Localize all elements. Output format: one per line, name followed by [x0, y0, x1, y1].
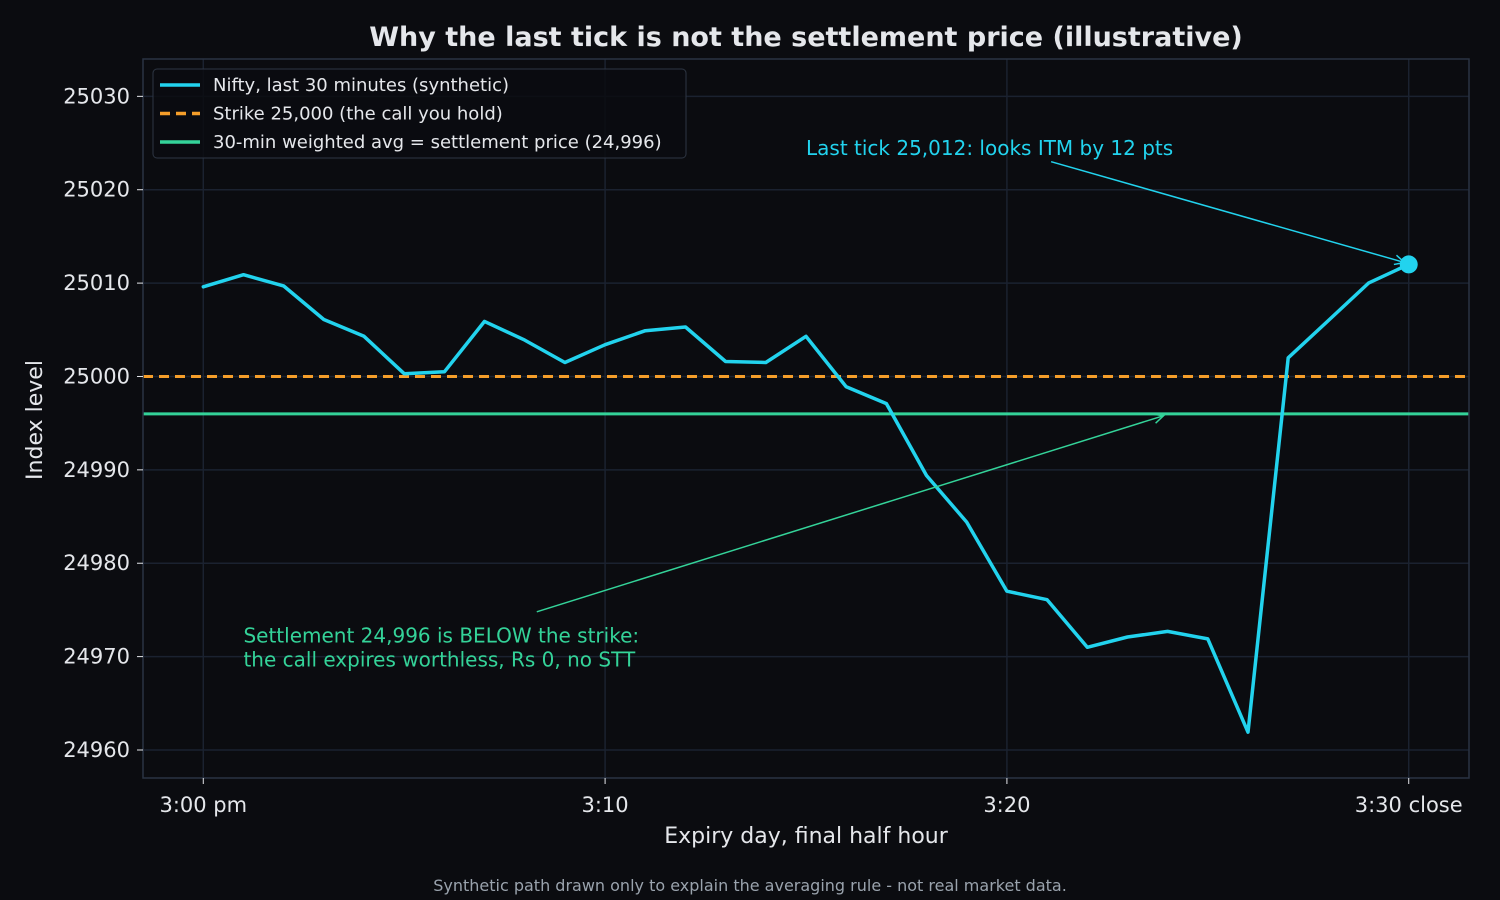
last-tick-annotation: Last tick 25,012: looks ITM by 12 pts [806, 136, 1173, 160]
x-tick-label: 3:30 close [1355, 793, 1463, 817]
series [201, 255, 1418, 734]
x-tick-label: 3:20 [983, 793, 1030, 817]
legend-label: 30-min weighted avg = settlement price (… [213, 132, 662, 153]
y-tick-label: 25010 [63, 271, 130, 295]
annotations: Last tick 25,012: looks ITM by 12 pts Set… [243, 136, 1407, 672]
grid [143, 59, 1469, 778]
x-tick-label: 3:10 [582, 793, 629, 817]
y-tick-label: 24980 [63, 551, 130, 575]
nifty-series-line [201, 262, 1411, 734]
footnote: Synthetic path drawn only to explain the… [433, 876, 1067, 895]
chart-title: Why the last tick is not the settlement … [369, 22, 1242, 53]
settlement-annotation-line: Settlement 24,996 is BELOW the strike: [243, 624, 639, 648]
settlement-arrow-head [1152, 413, 1166, 424]
legend-label: Strike 25,000 (the call you hold) [213, 104, 503, 125]
settlement-arrow-line [536, 414, 1164, 613]
last-tick-marker [1399, 255, 1418, 274]
y-tick-label: 25020 [63, 178, 130, 202]
legend-label: Nifty, last 30 minutes (synthetic) [213, 75, 509, 96]
last-tick-annotation-line: Last tick 25,012: looks ITM by 12 pts [806, 136, 1173, 160]
settlement-annotation: Settlement 24,996 is BELOW the strike: th… [243, 624, 639, 672]
legend: Nifty, last 30 minutes (synthetic) Strike… [152, 68, 687, 159]
last-tick-arrow-head [1393, 254, 1407, 266]
x-axis-ticks: 3:00 pm 3:10 3:20 3:30 close [159, 778, 1463, 817]
y-axis-ticks: 24960 24970 24980 24990 25000 25010 25020 25030 [63, 84, 143, 762]
x-tick-label: 3:00 pm [159, 793, 247, 817]
x-axis-label: Expiry day, final half hour [664, 824, 949, 849]
y-tick-label: 25000 [63, 364, 130, 388]
reference-lines [143, 374, 1469, 416]
plot-frame [142, 58, 1470, 779]
legend-box [152, 68, 687, 159]
y-tick-label: 24970 [63, 645, 130, 669]
y-tick-label: 24960 [63, 738, 130, 762]
y-tick-label: 24990 [63, 458, 130, 482]
y-axis-label: Index level [23, 360, 48, 480]
settlement-annotation-line: the call expires worthless, Rs 0, no STT [243, 648, 636, 672]
last-tick-arrow-line [1050, 160, 1405, 264]
y-tick-label: 25030 [63, 84, 130, 108]
